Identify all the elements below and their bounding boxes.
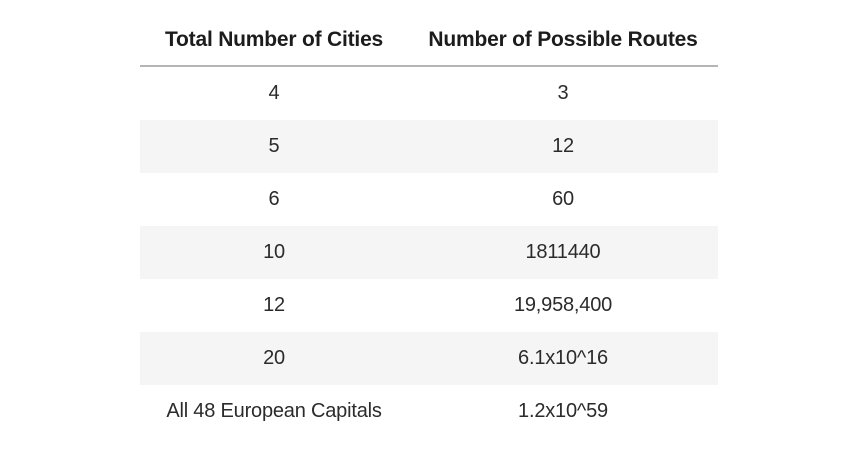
cell-routes: 60 [552, 188, 574, 210]
table-row: 10 1811440 [140, 226, 718, 279]
table-row: 6 60 [140, 173, 718, 226]
table-row: 5 12 [140, 120, 718, 173]
table-row: All 48 European Capitals 1.2x10^59 [140, 385, 718, 438]
cell-cities: 10 [263, 241, 285, 263]
column-header-possible-routes: Number of Possible Routes [428, 28, 698, 51]
cell-routes: 1.2x10^59 [518, 400, 608, 422]
routes-table: Total Number of Cities Number of Possibl… [140, 15, 718, 438]
cell-routes: 12 [552, 135, 574, 157]
cell-cities: All 48 European Capitals [166, 400, 382, 422]
header-row: Total Number of Cities Number of Possibl… [140, 15, 718, 66]
cell-cities: 5 [268, 135, 280, 157]
cell-routes: 6.1x10^16 [518, 347, 608, 369]
table-row: 4 3 [140, 66, 718, 120]
cell-cities: 4 [268, 82, 280, 104]
cell-cities: 6 [268, 188, 280, 210]
cell-cities: 12 [263, 294, 285, 316]
cell-routes: 19,958,400 [513, 294, 613, 316]
routes-table-container: Total Number of Cities Number of Possibl… [140, 15, 718, 438]
table-row: 12 19,958,400 [140, 279, 718, 332]
column-header-total-cities: Total Number of Cities [164, 28, 384, 51]
cell-routes: 1811440 [525, 241, 601, 263]
table-row: 20 6.1x10^16 [140, 332, 718, 385]
cell-routes: 3 [557, 82, 569, 104]
cell-cities: 20 [263, 347, 285, 369]
